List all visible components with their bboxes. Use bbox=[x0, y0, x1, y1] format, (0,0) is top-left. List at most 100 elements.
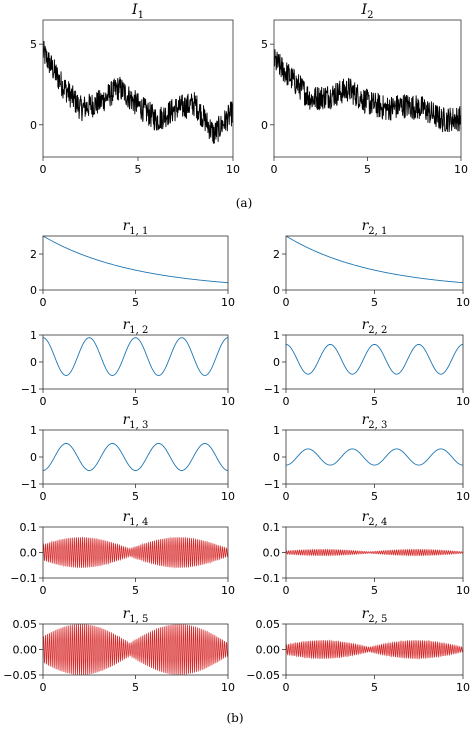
x-tick-label-r12-1: 5 bbox=[132, 395, 139, 408]
x-tick-label-r12-0: 0 bbox=[40, 395, 47, 408]
panel-title-r12: r1, 2 bbox=[123, 317, 149, 336]
y-tick-label-r21-1: 2 bbox=[273, 248, 280, 261]
panel-r25: 0 5 10 −0.05 0.00 0.05 r2, 5 bbox=[246, 606, 470, 694]
y-tick-label-r25-1: 0.00 bbox=[256, 644, 281, 657]
x-tick-label-r25-1: 5 bbox=[371, 681, 378, 694]
x-tick-label-r13-1: 5 bbox=[132, 490, 139, 503]
y-tick-label-r24-0: −0.1 bbox=[253, 572, 280, 585]
x-tick-label-r25-2: 10 bbox=[456, 681, 470, 694]
x-tick-label-r25-0: 0 bbox=[283, 681, 290, 694]
x-tick-label-I1-0: 0 bbox=[40, 163, 47, 176]
panel-title-r11: r1, 1 bbox=[123, 218, 149, 237]
axes-frame-r22 bbox=[285, 334, 464, 390]
x-tick-label-r11-2: 10 bbox=[221, 296, 235, 309]
x-tick-label-r23-2: 10 bbox=[456, 490, 470, 503]
x-tick-label-r21-1: 5 bbox=[371, 296, 378, 309]
y-tick-label-r15-2: 0.05 bbox=[13, 618, 38, 631]
series-line-r24 bbox=[286, 548, 463, 557]
x-tick-label-r22-2: 10 bbox=[456, 395, 470, 408]
y-tick-label-I2-0: 0 bbox=[261, 119, 268, 132]
series-line-r11 bbox=[43, 236, 228, 284]
y-tick-label-r15-1: 0.00 bbox=[13, 644, 38, 657]
y-tick-label-r13-2: 1 bbox=[30, 424, 37, 437]
panel-title-r21: r2, 1 bbox=[362, 218, 388, 237]
y-tick-label-r21-0: 0 bbox=[273, 284, 280, 297]
series-line-r13 bbox=[43, 443, 228, 471]
y-tick-label-r13-1: 0 bbox=[30, 451, 37, 464]
panel-r24: 0 5 10 −0.1 0.0 0.1 r2, 4 bbox=[253, 509, 470, 597]
y-tick-label-r11-0: 0 bbox=[30, 284, 37, 297]
panel-r15: 0 5 10 −0.05 0.00 0.05 r1, 5 bbox=[3, 606, 235, 694]
panel-I2: 0 5 10 0 5 I2 bbox=[261, 2, 468, 176]
panel-title-r15: r1, 5 bbox=[123, 606, 149, 625]
x-tick-label-r14-1: 5 bbox=[132, 584, 139, 597]
caption-b: (b) bbox=[226, 711, 243, 725]
y-tick-label-r14-1: 0.0 bbox=[20, 547, 38, 560]
series-line-r22 bbox=[286, 343, 463, 375]
series-line-r15 bbox=[43, 624, 228, 675]
x-tick-label-r23-1: 5 bbox=[371, 490, 378, 503]
x-tick-label-I1-2: 10 bbox=[226, 163, 240, 176]
x-tick-label-r23-0: 0 bbox=[283, 490, 290, 503]
y-tick-label-r23-1: 0 bbox=[273, 451, 280, 464]
y-tick-label-r14-2: 0.1 bbox=[20, 521, 38, 534]
x-tick-label-r24-0: 0 bbox=[283, 584, 290, 597]
x-tick-label-r22-1: 5 bbox=[371, 395, 378, 408]
panel-title-r14: r1, 4 bbox=[123, 509, 149, 528]
x-tick-label-r12-2: 10 bbox=[221, 395, 235, 408]
y-tick-label-I2-1: 5 bbox=[261, 38, 268, 51]
y-tick-label-I1-1: 5 bbox=[30, 38, 37, 51]
panel-title-I1: I1 bbox=[131, 2, 144, 21]
y-tick-label-r23-0: −1 bbox=[264, 478, 280, 491]
y-tick-label-r22-2: 1 bbox=[273, 329, 280, 342]
x-tick-label-r11-1: 5 bbox=[132, 296, 139, 309]
series-line-r21 bbox=[286, 236, 463, 284]
y-tick-label-r22-0: −1 bbox=[264, 383, 280, 396]
x-tick-label-r22-0: 0 bbox=[283, 395, 290, 408]
series-line-I2 bbox=[274, 49, 461, 133]
y-tick-label-r22-1: 0 bbox=[273, 356, 280, 369]
panel-r14: 0 5 10 −0.1 0.0 0.1 r1, 4 bbox=[10, 509, 235, 597]
series-line-r25 bbox=[286, 639, 463, 660]
series-line-r14 bbox=[43, 536, 228, 569]
y-tick-label-r23-2: 1 bbox=[273, 424, 280, 437]
panel-title-r22: r2, 2 bbox=[362, 317, 388, 336]
y-tick-label-r24-1: 0.0 bbox=[263, 547, 281, 560]
x-tick-label-r13-2: 10 bbox=[221, 490, 235, 503]
axes-frame-I2 bbox=[273, 19, 462, 158]
axes-frame-r21 bbox=[285, 235, 464, 291]
y-tick-label-r13-0: −1 bbox=[21, 478, 37, 491]
caption-a: (a) bbox=[236, 196, 253, 210]
panel-title-r24: r2, 4 bbox=[362, 509, 388, 528]
x-tick-label-r21-0: 0 bbox=[283, 296, 290, 309]
x-tick-label-r13-0: 0 bbox=[40, 490, 47, 503]
y-tick-label-r15-0: −0.05 bbox=[3, 669, 37, 682]
panel-title-r23: r2, 3 bbox=[362, 412, 388, 431]
panel-title-I2: I2 bbox=[361, 2, 374, 21]
y-tick-label-r11-1: 2 bbox=[30, 248, 37, 261]
x-tick-label-r24-1: 5 bbox=[371, 584, 378, 597]
y-tick-label-r14-0: −0.1 bbox=[10, 572, 37, 585]
series-line-I1 bbox=[43, 41, 233, 144]
x-tick-label-r14-2: 10 bbox=[221, 584, 235, 597]
y-tick-label-r12-1: 0 bbox=[30, 356, 37, 369]
panel-I1: 0 5 10 0 5 I1 bbox=[30, 2, 240, 176]
y-tick-label-r12-2: 1 bbox=[30, 329, 37, 342]
axes-frame-r23 bbox=[285, 429, 464, 485]
x-tick-label-I2-2: 10 bbox=[454, 163, 468, 176]
panel-r21: 0 5 10 0 2 r2, 1 bbox=[273, 218, 470, 309]
panel-r11: 0 5 10 0 2 r1, 1 bbox=[30, 218, 235, 309]
series-line-r12 bbox=[43, 337, 228, 376]
y-tick-label-r24-2: 0.1 bbox=[263, 521, 281, 534]
x-tick-label-I1-1: 5 bbox=[135, 163, 142, 176]
x-tick-label-I2-1: 5 bbox=[364, 163, 371, 176]
x-tick-label-I2-0: 0 bbox=[271, 163, 278, 176]
y-tick-label-r12-0: −1 bbox=[21, 383, 37, 396]
y-tick-label-r25-2: 0.05 bbox=[256, 618, 281, 631]
axes-frame-r12 bbox=[42, 334, 229, 390]
